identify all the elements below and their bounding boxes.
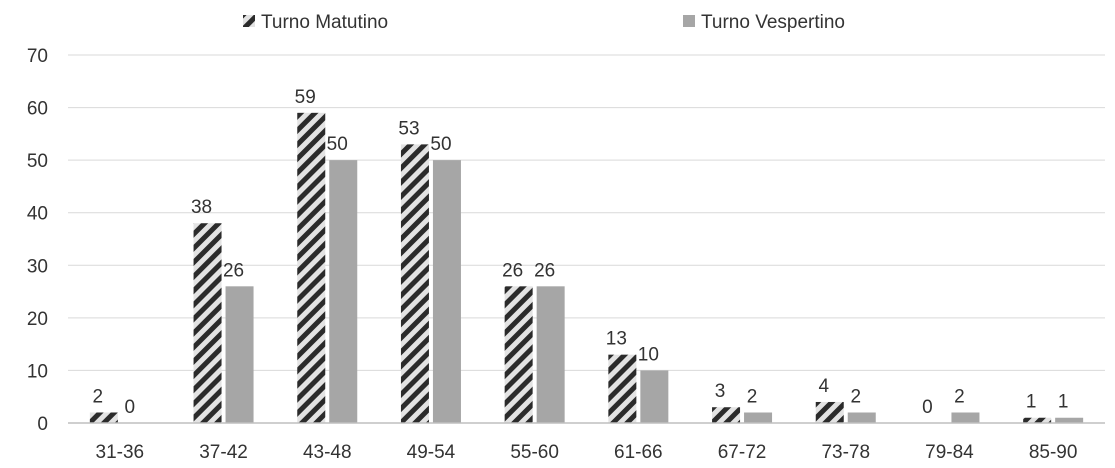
x-tick-label: 85-90 <box>1029 442 1078 463</box>
data-label: 13 <box>606 329 627 350</box>
x-tick-label: 61-66 <box>614 442 663 463</box>
bar <box>1055 417 1084 423</box>
data-label: 59 <box>295 87 316 108</box>
data-label: 26 <box>534 260 555 281</box>
x-tick-label: 67-72 <box>718 442 767 463</box>
data-label: 26 <box>223 260 244 281</box>
bar <box>640 370 669 423</box>
bar <box>712 407 741 423</box>
data-label: 1 <box>1026 392 1037 413</box>
y-tick-label: 70 <box>27 46 48 67</box>
legend-swatch <box>683 15 695 27</box>
data-label: 0 <box>125 397 136 418</box>
x-axis: 31-36 37-42 43-48 49-54 55-60 61-66 67-72 73-78… <box>68 422 1105 463</box>
bar <box>225 286 254 423</box>
data-label: 1 <box>1058 392 1069 413</box>
y-tick-label: 50 <box>27 151 48 172</box>
bar <box>89 412 118 423</box>
y-tick-label: 10 <box>27 361 48 382</box>
gridlines <box>68 54 1105 371</box>
data-label: 10 <box>638 344 659 365</box>
bar <box>432 160 461 423</box>
x-tick-label: 79-84 <box>925 442 974 463</box>
bar <box>744 412 773 423</box>
y-tick-label: 20 <box>27 309 48 330</box>
x-tick-label: 31-36 <box>96 442 145 463</box>
bar <box>815 401 844 423</box>
bar <box>297 112 326 423</box>
bar <box>504 286 533 423</box>
data-label: 4 <box>818 376 829 397</box>
x-tick-label: 55-60 <box>510 442 559 463</box>
data-label: 26 <box>502 260 523 281</box>
data-label: 53 <box>398 118 419 139</box>
x-tick-label: 37-42 <box>199 442 248 463</box>
bar <box>951 412 980 423</box>
data-label: 3 <box>715 381 726 402</box>
bar <box>1023 417 1052 423</box>
data-label: 50 <box>327 134 348 155</box>
y-tick-label: 60 <box>27 99 48 120</box>
bar <box>193 223 222 423</box>
data-label: 0 <box>922 397 933 418</box>
bar <box>400 144 429 423</box>
bar <box>608 354 637 423</box>
x-tick-label: 49-54 <box>407 442 456 463</box>
legend-label: Turno Vespertino <box>701 12 845 33</box>
y-tick-label: 30 <box>27 256 48 277</box>
y-tick-label: 40 <box>27 204 48 225</box>
bar <box>847 412 876 423</box>
x-tick-label: 73-78 <box>821 442 870 463</box>
data-label: 2 <box>93 386 104 407</box>
bar <box>329 160 358 423</box>
data-label: 50 <box>430 134 451 155</box>
legend-label: Turno Matutino <box>261 12 388 33</box>
y-axis: 0 10 20 30 40 50 60 70 <box>27 46 48 435</box>
data-label: 2 <box>747 386 758 407</box>
legend-swatch <box>243 15 255 27</box>
data-label: 2 <box>850 386 861 407</box>
x-tick-label: 43-48 <box>303 442 352 463</box>
y-tick-label: 0 <box>37 414 48 435</box>
legend: Turno Matutino Turno Vespertino <box>243 12 845 33</box>
data-label: 38 <box>191 197 212 218</box>
bar <box>536 286 565 423</box>
data-label: 2 <box>954 386 965 407</box>
bars <box>89 112 1084 423</box>
